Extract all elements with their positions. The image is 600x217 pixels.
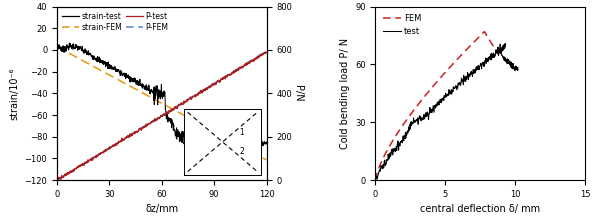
FEM (492, 49, 499, 52)
test (453, 88, 460, 91)
Line: FEM: FEM (376, 32, 499, 180)
FEM (372, 179, 379, 181)
test (372, 179, 379, 182)
test (505, 62, 512, 64)
Y-axis label: Cold bending load P/ N: Cold bending load P/ N (340, 38, 350, 149)
test (514, 69, 521, 71)
test (502, 42, 509, 45)
test (496, 48, 503, 51)
Line: test: test (376, 43, 518, 181)
Legend: strain-test, strain-FEM, P-test, P-FEM: strain-test, strain-FEM, P-test, P-FEM (61, 10, 170, 33)
test (385, 155, 392, 158)
test (440, 94, 448, 97)
Y-axis label: strain/10⁻⁶: strain/10⁻⁶ (9, 67, 19, 120)
Legend: FEM, test: FEM, test (380, 11, 425, 39)
X-axis label: central deflection δ/ mm: central deflection δ/ mm (420, 204, 541, 214)
X-axis label: δz/mm: δz/mm (145, 204, 178, 214)
FEM (483, 34, 490, 37)
FEM (392, 135, 400, 137)
FEM (495, 53, 502, 56)
test (505, 62, 512, 65)
FEM (431, 82, 439, 85)
FEM (431, 83, 438, 86)
FEM (389, 140, 396, 143)
Y-axis label: P/N: P/N (293, 85, 303, 102)
FEM (481, 30, 488, 33)
